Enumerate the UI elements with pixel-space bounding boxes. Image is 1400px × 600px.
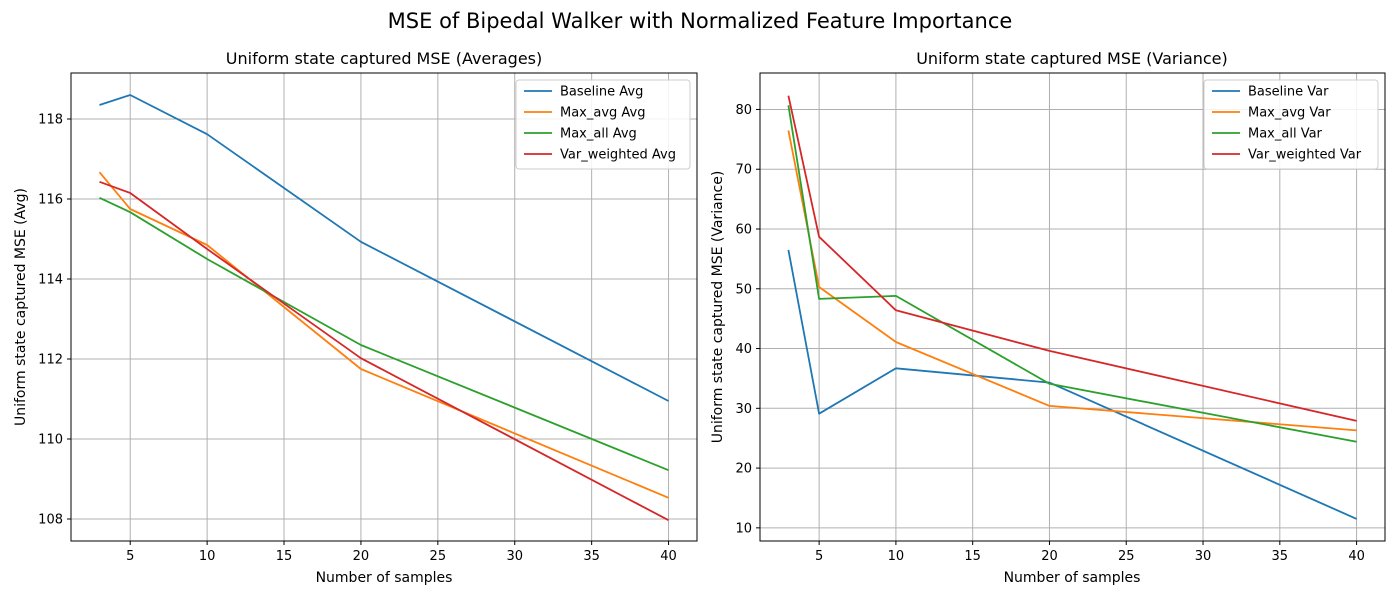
y-axis-label-averages: Uniform state captured MSE (Avg) [13,188,29,426]
series-line-baseline-var [787,249,1357,520]
y-tick-label-averages: 116 [38,193,63,208]
y-axis-label-variance: Uniform state captured MSE (Variance) [710,171,726,444]
axes-frame-averages [70,72,698,542]
chart-title-variance: Uniform state captured MSE (Variance) [916,49,1228,68]
axes-frame-variance [759,72,1386,542]
x-tick-label-averages: 35 [583,549,600,564]
series-line-max-all-var [787,105,1357,443]
legend-averages: Baseline Avg Max_avg Avg Max_all Avg Var_we… [515,79,691,170]
y-tick-label-averages: 112 [38,353,63,368]
legend-label: Var_weighted Avg [560,148,676,163]
x-tick-label-variance: 15 [964,549,981,564]
y-tick-label-variance: 60 [735,223,752,238]
chart-panel-averages: Uniform state captured MSE (Averages) Nu… [13,49,698,586]
y-tick-label-variance: 30 [735,402,752,417]
y-tick-label-variance: 80 [735,103,752,118]
x-tick-label-variance: 20 [1041,549,1058,564]
y-tick-label-averages: 110 [38,433,63,448]
series-line-baseline-avg [99,94,669,402]
x-axis-label-variance: Number of samples [1004,570,1141,586]
legend-variance: Baseline Var Max_avg Var Max_all Var Var_we… [1203,79,1379,170]
y-tick-label-variance: 70 [735,163,752,178]
x-tick-label-variance: 25 [1118,549,1135,564]
y-tick-label-variance: 40 [735,342,752,357]
series-line-max-avg-avg [98,171,669,499]
x-tick-label-averages: 40 [660,549,677,564]
legend-label: Baseline Var [1248,85,1329,100]
x-axis-label-averages: Number of samples [316,570,453,586]
series-line-var-weighted-avg [99,180,669,521]
legend-label: Var_weighted Var [1248,148,1362,163]
x-tick-label-variance: 10 [888,549,905,564]
y-tick-label-variance: 50 [735,282,752,297]
x-tick-label-variance: 40 [1348,549,1365,564]
x-tick-label-averages: 25 [430,549,447,564]
figure-title: MSE of Bipedal Walker with Normalized Fe… [388,9,1013,33]
legend-label: Baseline Avg [560,85,643,100]
x-tick-label-averages: 10 [199,549,216,564]
series-line-max-avg-var [787,130,1357,432]
chart-panel-variance: Uniform state captured MSE (Variance) Nu… [710,49,1386,586]
x-tick-label-averages: 20 [353,549,370,564]
y-tick-label-averages: 118 [38,113,63,128]
legend-label: Max_avg Var [1248,106,1331,121]
x-tick-label-variance: 5 [815,549,823,564]
y-tick-label-variance: 20 [735,462,752,477]
series-line-max-all-avg [99,196,669,472]
x-tick-label-averages: 30 [506,549,523,564]
legend-label: Max_all Avg [560,127,637,142]
y-tick-label-averages: 114 [38,273,63,288]
series-line-var-weighted-var [787,95,1357,422]
chart-title-averages: Uniform state captured MSE (Averages) [226,49,542,68]
legend-box-variance [1203,79,1379,170]
x-tick-label-averages: 15 [276,549,293,564]
legend-box-averages [515,79,691,170]
y-tick-label-variance: 10 [735,521,752,536]
legend-label: Max_all Var [1248,127,1323,142]
x-tick-label-averages: 5 [126,549,134,564]
x-tick-label-variance: 35 [1272,549,1289,564]
x-tick-label-variance: 30 [1195,549,1212,564]
legend-label: Max_avg Avg [560,106,646,121]
y-tick-label-averages: 108 [38,513,63,528]
